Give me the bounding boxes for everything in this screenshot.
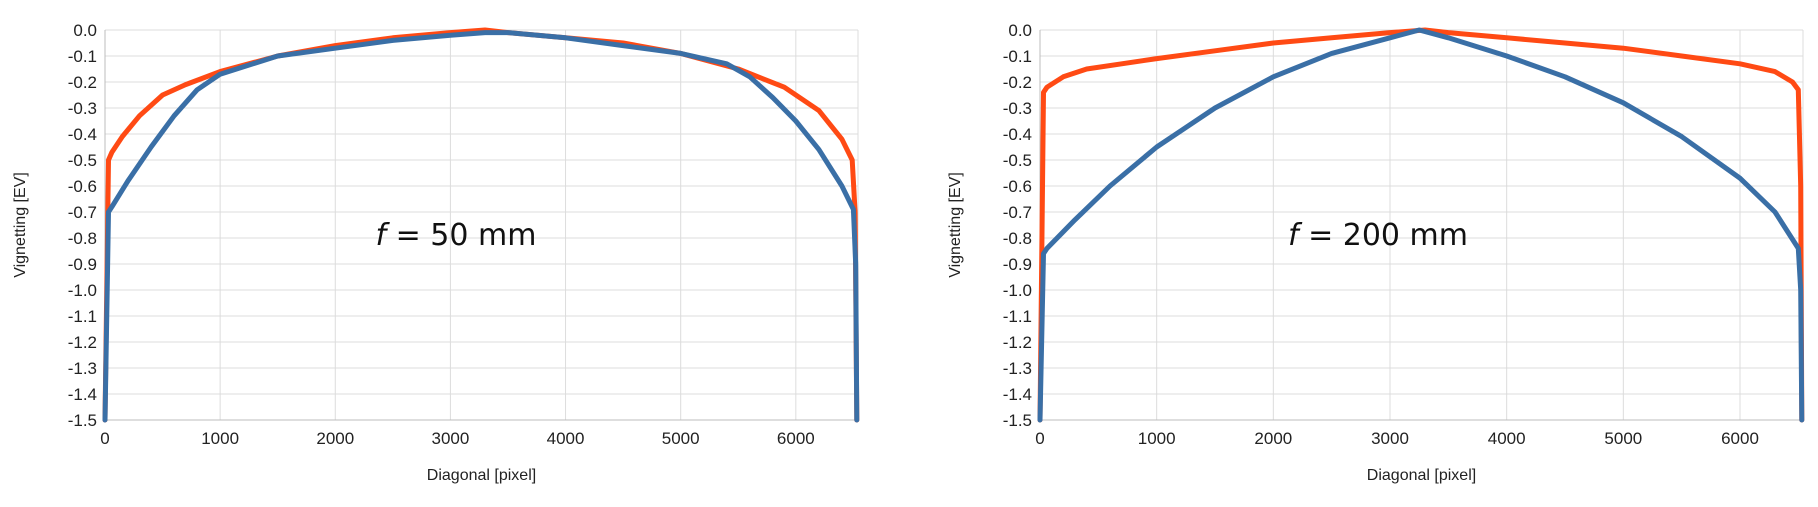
y-tick-label: -0.9 — [1003, 255, 1032, 274]
y-axis-title: Vignetting [EV] — [12, 172, 29, 278]
y-axis-title: Vignetting [EV] — [947, 172, 964, 278]
series-line-0 — [102, 27, 860, 423]
chart-panel-left: 0.0 -0.1 -0.2 -0.3 -0.4 -0.5 -0.6 -0.7 -0.8 -0.9 -… — [12, 21, 860, 484]
x-tick-label: 2000 — [1254, 429, 1292, 448]
y-tick-label: -1.3 — [1003, 359, 1032, 378]
y-tick-label: 0.0 — [1008, 21, 1032, 40]
focal-length-annotation: f = 200 mm — [1288, 218, 1468, 253]
x-tick-label: 3000 — [1371, 429, 1409, 448]
y-tick-label: -0.4 — [1003, 125, 1032, 144]
y-tick-label: -0.4 — [68, 125, 97, 144]
x-tick-label: 0 — [100, 429, 109, 448]
vignetting-chart-50mm: 0.0 -0.1 -0.2 -0.3 -0.4 -0.5 -0.6 -0.7 -0.8 -0.9 -… — [12, 21, 860, 484]
focal-length-value: = 200 mm — [1299, 218, 1468, 253]
x-tick-label: 4000 — [1488, 429, 1526, 448]
y-tick-label: -1.1 — [68, 307, 97, 326]
y-tick-label: -0.8 — [1003, 229, 1032, 248]
y-tick-label: -0.1 — [1003, 47, 1032, 66]
y-tick-label: -1.4 — [68, 385, 97, 404]
y-tick-label: -0.3 — [68, 99, 97, 118]
series-line-1 — [102, 30, 860, 423]
x-tick-label: 5000 — [1604, 429, 1642, 448]
y-tick-label: -0.1 — [68, 47, 97, 66]
y-tick-label: -0.9 — [68, 255, 97, 274]
focal-length-value: = 50 mm — [386, 218, 536, 253]
y-tick-label: -1.5 — [68, 411, 97, 430]
y-tick-label: 0.0 — [73, 21, 97, 40]
y-tick-label: -0.2 — [1003, 73, 1032, 92]
y-tick-label: -0.3 — [1003, 99, 1032, 118]
x-tick-label: 4000 — [547, 429, 585, 448]
y-tick-label: -1.3 — [68, 359, 97, 378]
y-tick-label: -1.0 — [68, 281, 97, 300]
y-tick-label: -0.5 — [1003, 151, 1032, 170]
x-tick-label: 1000 — [1138, 429, 1176, 448]
y-tick-label: -1.4 — [1003, 385, 1032, 404]
y-tick-label: -0.6 — [68, 177, 97, 196]
y-tick-label: -0.7 — [68, 203, 97, 222]
x-tick-label: 0 — [1035, 429, 1044, 448]
y-tick-label: -1.1 — [1003, 307, 1032, 326]
y-tick-label: -0.2 — [68, 73, 97, 92]
y-tick-label: -1.2 — [1003, 333, 1032, 352]
focal-length-annotation: f = 50 mm — [376, 218, 537, 253]
vignetting-chart-200mm: 0.0 -0.1 -0.2 -0.3 -0.4 -0.5 -0.6 -0.7 -0.8 -0.9 -… — [947, 21, 1805, 484]
y-tick-label: -1.0 — [1003, 281, 1032, 300]
x-tick-label: 1000 — [201, 429, 239, 448]
x-tick-label: 6000 — [777, 429, 815, 448]
y-tick-label: -1.5 — [1003, 411, 1032, 430]
x-axis-title: Diagonal [pixel] — [427, 467, 536, 484]
x-axis-title: Diagonal [pixel] — [1367, 467, 1476, 484]
x-tick-label: 2000 — [316, 429, 354, 448]
y-tick-label: -0.6 — [1003, 177, 1032, 196]
y-tick-label: -0.5 — [68, 151, 97, 170]
x-tick-label: 6000 — [1721, 429, 1759, 448]
y-tick-label: -1.2 — [68, 333, 97, 352]
y-tick-label: -0.8 — [68, 229, 97, 248]
chart-panel-right: 0.0 -0.1 -0.2 -0.3 -0.4 -0.5 -0.6 -0.7 -0.8 -0.9 -… — [909, 0, 1818, 507]
chart-0-gridlines — [104, 29, 859, 421]
y-tick-label: -0.7 — [1003, 203, 1032, 222]
x-tick-label: 3000 — [431, 429, 469, 448]
series-line-1 — [1037, 27, 1805, 423]
x-tick-label: 5000 — [662, 429, 700, 448]
